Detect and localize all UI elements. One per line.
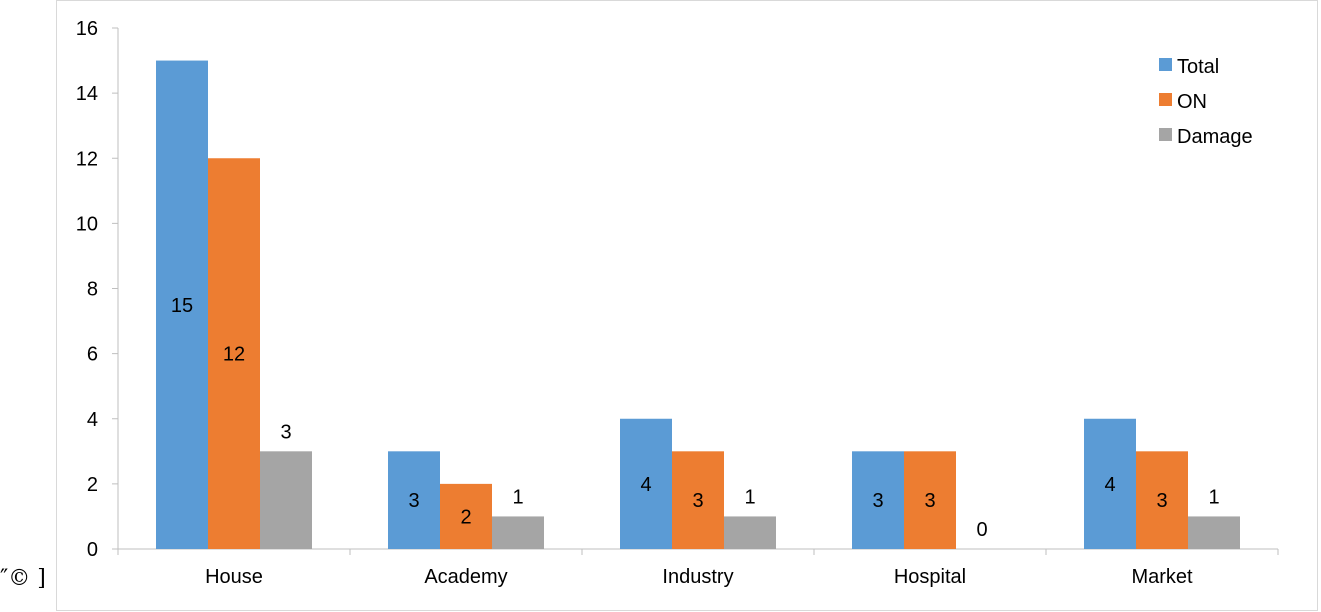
stray-text: ″© ]	[0, 566, 46, 591]
data-label: 3	[1156, 490, 1167, 512]
data-labels: 15 12 3 3 2 1 4 3 1 3 3 0 4 3 1	[171, 295, 1220, 541]
legend-swatch-on	[1159, 93, 1172, 106]
legend-swatch-damage	[1159, 128, 1172, 141]
y-tick-label: 8	[87, 279, 98, 301]
bar-on-industry	[672, 451, 724, 549]
x-tick-label: House	[205, 566, 263, 588]
bar-damage-market	[1188, 516, 1240, 549]
bar-on-house	[208, 158, 260, 549]
bar-damage-industry	[724, 516, 776, 549]
bar-total-academy	[388, 451, 440, 549]
bar-on-hospital	[904, 451, 956, 549]
data-label: 1	[1208, 486, 1219, 508]
data-label: 15	[171, 295, 193, 317]
bar-damage-house	[260, 451, 312, 549]
data-label: 1	[512, 486, 523, 508]
bar-total-hospital	[852, 451, 904, 549]
legend-label-total: Total	[1177, 56, 1219, 78]
x-tick-label: Hospital	[894, 566, 966, 588]
data-label: 1	[744, 486, 755, 508]
y-tick-label: 16	[76, 18, 98, 40]
bar-on-market	[1136, 451, 1188, 549]
y-tick-label: 12	[76, 148, 98, 170]
y-tick-label: 6	[87, 344, 98, 366]
bar-on-academy	[440, 483, 492, 549]
data-label: 12	[223, 344, 245, 366]
bars	[156, 60, 1240, 549]
legend-label-damage: Damage	[1177, 126, 1253, 148]
data-label: 3	[692, 490, 703, 512]
chart-frame	[56, 0, 1318, 611]
y-tick-label: 0	[87, 539, 98, 561]
data-label: 0	[976, 519, 987, 541]
bar-damage-academy	[492, 516, 544, 549]
bar-total-market	[1084, 418, 1136, 549]
data-label: 3	[924, 490, 935, 512]
data-label: 3	[280, 421, 291, 443]
y-tick-label: 2	[87, 474, 98, 496]
data-label: 2	[460, 506, 471, 528]
x-tick-label: Academy	[424, 566, 507, 588]
y-tick-label: 10	[76, 213, 98, 235]
x-tick-label: Market	[1131, 566, 1193, 588]
legend-swatch-total	[1159, 58, 1172, 71]
y-tick-label: 4	[87, 409, 98, 431]
data-label: 4	[1104, 474, 1115, 496]
data-label: 3	[408, 490, 419, 512]
x-tick-label: Industry	[662, 566, 733, 588]
legend: Total ON Damage	[1159, 56, 1253, 148]
data-label: 4	[640, 474, 651, 496]
data-label: 3	[872, 490, 883, 512]
bar-total-industry	[620, 418, 672, 549]
y-tick-label: 14	[76, 83, 98, 105]
legend-label-on: ON	[1177, 91, 1207, 113]
bar-total-house	[156, 60, 208, 549]
